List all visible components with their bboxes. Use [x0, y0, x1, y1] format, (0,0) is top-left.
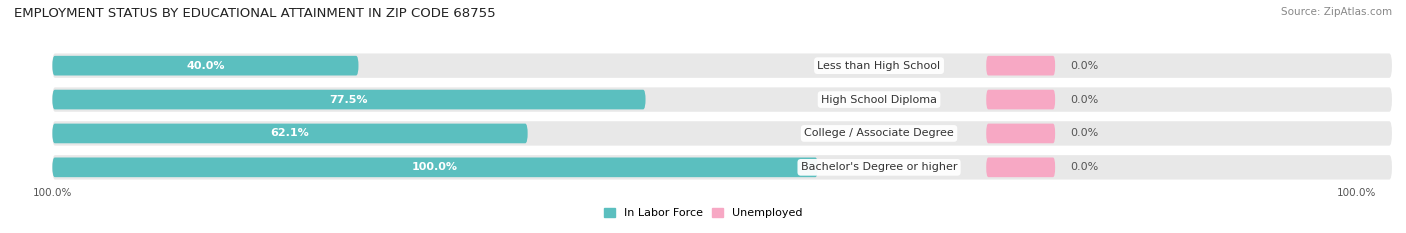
Text: 100.0%: 100.0% — [32, 188, 72, 198]
FancyBboxPatch shape — [986, 90, 1054, 109]
Text: 0.0%: 0.0% — [1070, 128, 1098, 138]
FancyBboxPatch shape — [52, 87, 1392, 112]
FancyBboxPatch shape — [52, 90, 645, 109]
FancyBboxPatch shape — [52, 121, 1392, 146]
Text: College / Associate Degree: College / Associate Degree — [804, 128, 953, 138]
Text: Bachelor's Degree or higher: Bachelor's Degree or higher — [801, 162, 957, 172]
FancyBboxPatch shape — [52, 124, 527, 143]
Text: 77.5%: 77.5% — [330, 95, 368, 105]
Text: High School Diploma: High School Diploma — [821, 95, 936, 105]
FancyBboxPatch shape — [986, 158, 1054, 177]
Text: 100.0%: 100.0% — [1337, 188, 1376, 198]
Text: Source: ZipAtlas.com: Source: ZipAtlas.com — [1281, 7, 1392, 17]
FancyBboxPatch shape — [52, 158, 818, 177]
Text: 0.0%: 0.0% — [1070, 61, 1098, 71]
FancyBboxPatch shape — [52, 53, 1392, 78]
Legend: In Labor Force, Unemployed: In Labor Force, Unemployed — [603, 208, 803, 218]
FancyBboxPatch shape — [986, 124, 1054, 143]
Text: 0.0%: 0.0% — [1070, 162, 1098, 172]
Text: 62.1%: 62.1% — [270, 128, 309, 138]
Text: EMPLOYMENT STATUS BY EDUCATIONAL ATTAINMENT IN ZIP CODE 68755: EMPLOYMENT STATUS BY EDUCATIONAL ATTAINM… — [14, 7, 496, 20]
Text: 40.0%: 40.0% — [186, 61, 225, 71]
Text: 0.0%: 0.0% — [1070, 95, 1098, 105]
Text: 100.0%: 100.0% — [412, 162, 458, 172]
FancyBboxPatch shape — [986, 56, 1054, 75]
FancyBboxPatch shape — [52, 56, 359, 75]
FancyBboxPatch shape — [52, 155, 1392, 180]
Text: Less than High School: Less than High School — [817, 61, 941, 71]
